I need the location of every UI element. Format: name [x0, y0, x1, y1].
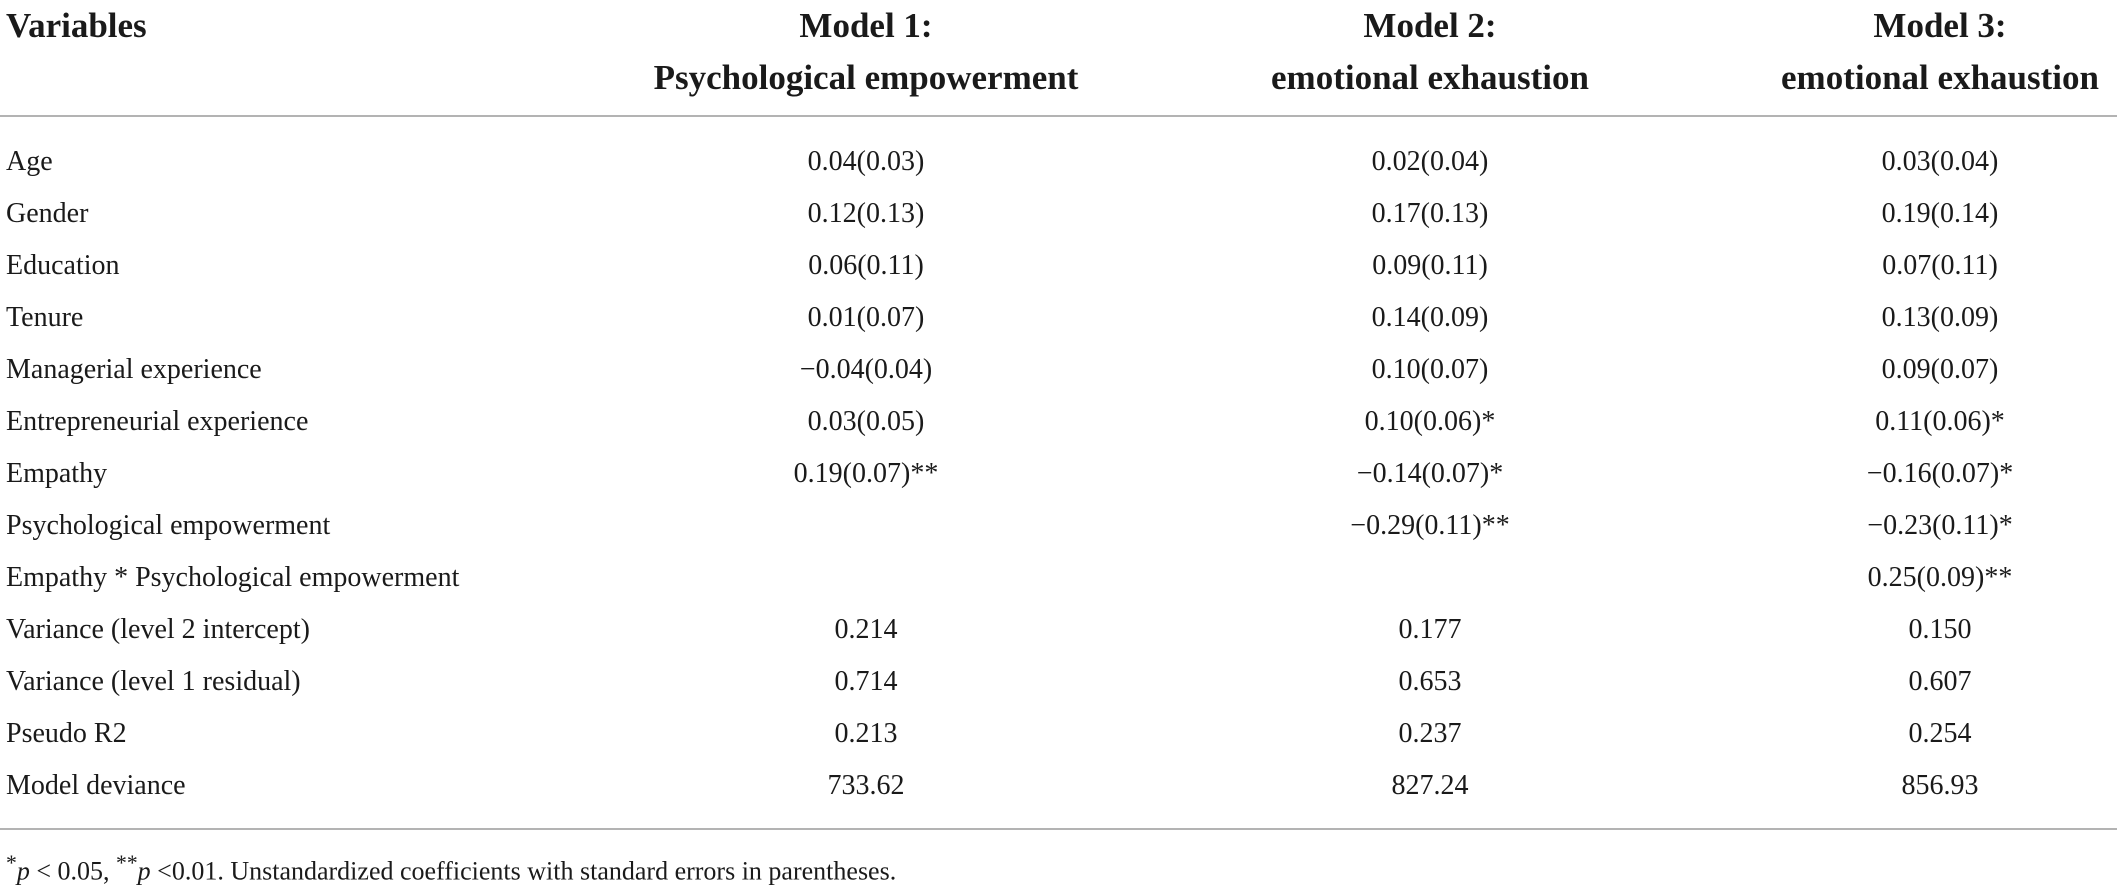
model-3-value: 0.25(0.09)** [1867, 562, 2013, 593]
table-row: Psychological empowerment −0.29(0.11)** … [0, 500, 2117, 552]
table-row: Empathy 0.19(0.07)** −0.14(0.07)* −0.16(… [0, 448, 2117, 500]
header-model-2-title: Model 2: [1363, 6, 1497, 45]
header-model-1-subtitle: Psychological empowerment [653, 58, 1079, 97]
model-2-value: 0.237 [1398, 718, 1462, 749]
header-model-1-title: Model 1: [799, 6, 933, 45]
model-1-value: 0.19(0.07)** [793, 458, 939, 489]
model-1-value: −0.04(0.04) [799, 354, 933, 385]
row-label: Empathy * Psychological empowerment [6, 562, 460, 593]
footnote-text-2: <0.01. Unstandardized coefficients with … [150, 856, 897, 886]
model-1-value: 0.12(0.13) [807, 198, 925, 229]
bottom-rule [0, 828, 2117, 830]
row-label: Empathy [6, 458, 108, 489]
table-row: Variance (level 1 residual) 0.714 0.653 … [0, 656, 2117, 708]
table-row: Tenure 0.01(0.07) 0.14(0.09) 0.13(0.09) [0, 292, 2117, 344]
header-model-2-subtitle: emotional exhaustion [1271, 58, 1589, 97]
row-label: Managerial experience [6, 354, 262, 385]
header-model-1: Model 1: Psychological empowerment [654, 0, 1079, 104]
row-label: Psychological empowerment [6, 510, 331, 541]
footnote-p-1: p [16, 856, 30, 886]
table-footnote: *p < 0.05, **p <0.01. Unstandardized coe… [6, 843, 896, 892]
model-2-value: 0.14(0.09) [1371, 302, 1489, 333]
model-1-value: 0.214 [834, 614, 898, 645]
model-2-value: 0.653 [1398, 666, 1462, 697]
row-label: Variance (level 2 intercept) [6, 614, 310, 645]
model-3-value: 0.607 [1908, 666, 1972, 697]
row-label: Age [6, 146, 53, 177]
footnote-star-1: * [6, 851, 17, 875]
model-3-value: 0.150 [1908, 614, 1972, 645]
row-label: Gender [6, 198, 89, 229]
row-label: Education [6, 250, 120, 281]
model-2-value: 0.10(0.07) [1371, 354, 1489, 385]
footnote-text-1: < 0.05, [29, 856, 116, 886]
header-model-2: Model 2: emotional exhaustion [1271, 0, 1589, 104]
row-label: Variance (level 1 residual) [6, 666, 301, 697]
header-model-3-title: Model 3: [1873, 6, 2007, 45]
table-row: Age 0.04(0.03) 0.02(0.04) 0.03(0.04) [0, 136, 2117, 188]
header-model-3-subtitle: emotional exhaustion [1781, 58, 2099, 97]
model-2-value: 0.177 [1398, 614, 1462, 645]
model-3-value: −0.23(0.11)* [1867, 510, 2013, 541]
model-1-value: 0.01(0.07) [807, 302, 925, 333]
model-3-value: −0.16(0.07)* [1866, 458, 2014, 489]
model-1-value: 0.03(0.05) [807, 406, 925, 437]
model-2-value: 0.02(0.04) [1371, 146, 1489, 177]
model-1-value: 0.04(0.03) [807, 146, 925, 177]
model-1-value: 733.62 [827, 770, 905, 801]
model-1-value: 0.714 [834, 666, 898, 697]
model-1-value: 0.06(0.11) [808, 250, 924, 281]
model-3-value: 0.254 [1908, 718, 1972, 749]
footnote-p-2: p [137, 856, 151, 886]
table-row: Model deviance 733.62 827.24 856.93 [0, 760, 2117, 812]
table-row: Education 0.06(0.11) 0.09(0.11) 0.07(0.1… [0, 240, 2117, 292]
table-row: Gender 0.12(0.13) 0.17(0.13) 0.19(0.14) [0, 188, 2117, 240]
header-variables: Variables [6, 6, 147, 45]
row-label: Tenure [6, 302, 84, 333]
model-3-value: 0.11(0.06)* [1875, 406, 2005, 437]
header-rule [0, 115, 2117, 117]
model-3-value: 856.93 [1901, 770, 1979, 801]
model-1-value: 0.213 [834, 718, 898, 749]
table-row: Pseudo R2 0.213 0.237 0.254 [0, 708, 2117, 760]
model-2-value: 827.24 [1391, 770, 1469, 801]
model-3-value: 0.03(0.04) [1881, 146, 1999, 177]
model-2-value: −0.14(0.07)* [1356, 458, 1504, 489]
model-3-value: 0.07(0.11) [1882, 250, 1998, 281]
row-label: Model deviance [6, 770, 186, 801]
model-3-value: 0.09(0.07) [1881, 354, 1999, 385]
row-label: Pseudo R2 [6, 718, 127, 749]
model-3-value: 0.13(0.09) [1881, 302, 1999, 333]
table-row: Variance (level 2 intercept) 0.214 0.177… [0, 604, 2117, 656]
model-2-value: −0.29(0.11)** [1350, 510, 1510, 541]
model-2-value: 0.10(0.06)* [1364, 406, 1496, 437]
row-label: Entrepreneurial experience [6, 406, 309, 437]
model-3-value: 0.19(0.14) [1881, 198, 1999, 229]
table-row: Entrepreneurial experience 0.03(0.05) 0.… [0, 396, 2117, 448]
table-row: Managerial experience −0.04(0.04) 0.10(0… [0, 344, 2117, 396]
table-row: Empathy * Psychological empowerment 0.25… [0, 552, 2117, 604]
model-2-value: 0.17(0.13) [1371, 198, 1489, 229]
footnote-star-2: ** [116, 851, 138, 875]
header-model-3: Model 3: emotional exhaustion [1781, 0, 2099, 104]
model-2-value: 0.09(0.11) [1372, 250, 1488, 281]
